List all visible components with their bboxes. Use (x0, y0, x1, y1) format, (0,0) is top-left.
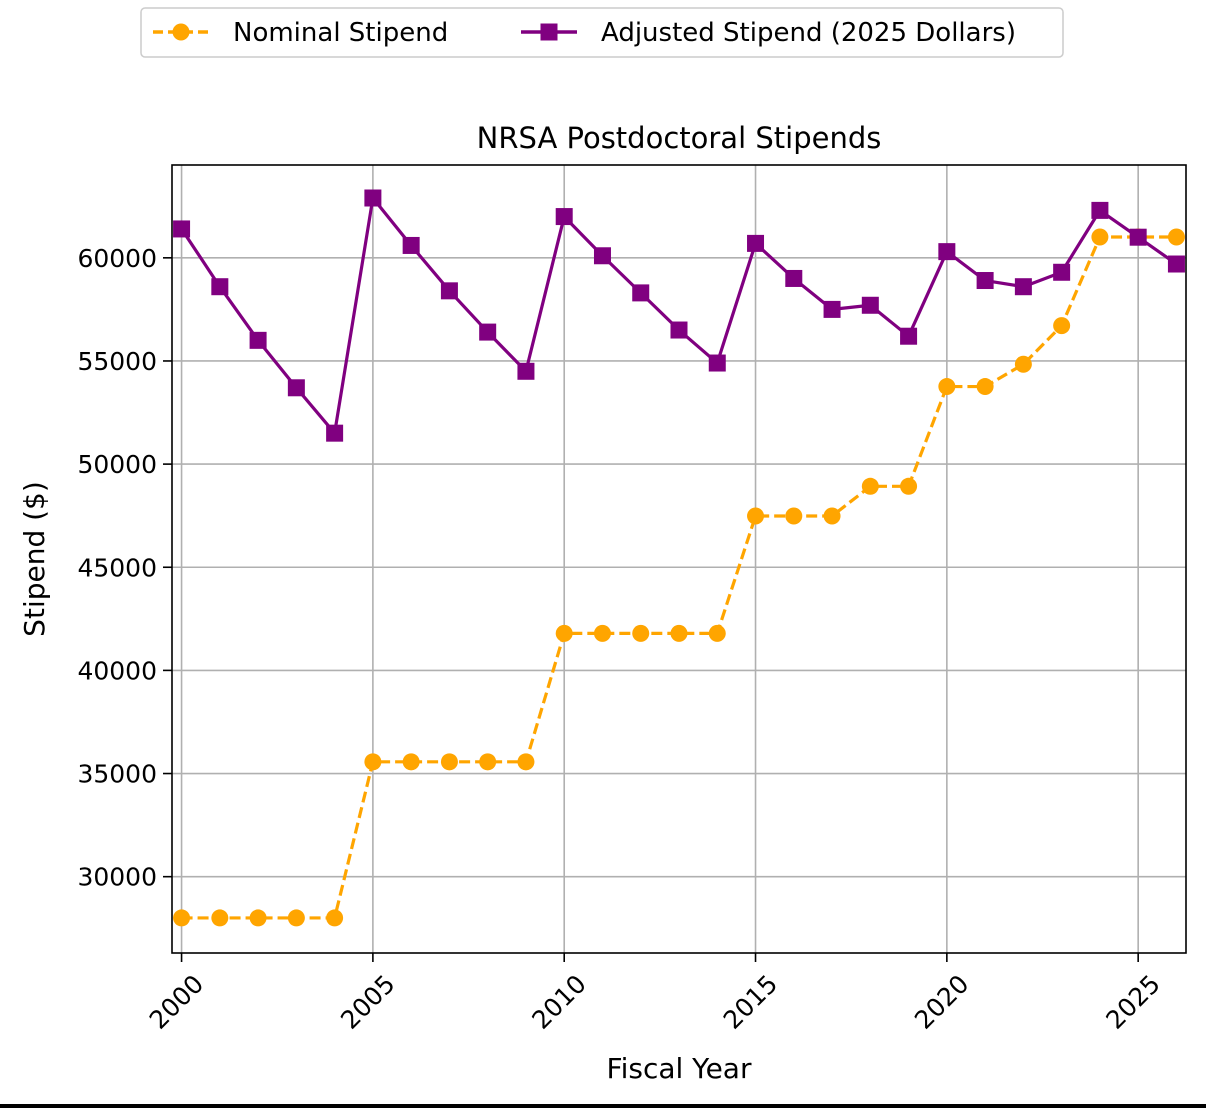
data-point-circle (976, 378, 994, 396)
legend: Nominal Stipend Adjusted Stipend (2025 D… (140, 7, 1064, 58)
series-nominal-stipend (173, 228, 1185, 927)
y-tick-label: 30000 (77, 863, 157, 892)
data-point-circle (861, 477, 879, 495)
data-point-circle (364, 753, 382, 771)
series-layer (173, 189, 1185, 927)
x-tick-label: 2010 (526, 969, 591, 1034)
data-point-square (211, 278, 229, 296)
bottom-border-line (0, 1104, 1206, 1108)
series-line (180, 196, 1178, 435)
data-point-square (364, 189, 382, 207)
data-point-circle (1167, 228, 1185, 246)
data-point-circle (1053, 317, 1071, 335)
data-point-square (287, 379, 305, 397)
data-point-square (479, 323, 497, 341)
data-point-circle (479, 753, 497, 771)
y-tick-label: 60000 (77, 244, 157, 273)
x-tick-label: 2005 (335, 969, 400, 1034)
x-tick-label: 2025 (1100, 969, 1165, 1034)
data-point-square (402, 236, 420, 254)
legend-adjusted-label: Adjusted Stipend (2025 Dollars) (601, 18, 1016, 48)
data-point-square (632, 284, 650, 302)
data-point-square (440, 282, 458, 300)
x-axis-label: Fiscal Year (607, 1052, 752, 1085)
data-point-circle (249, 909, 267, 927)
data-point-circle (747, 507, 765, 525)
data-point-circle (708, 624, 726, 642)
data-point-circle (402, 753, 420, 771)
x-tick-label: 2015 (718, 969, 783, 1034)
data-point-circle (1091, 228, 1109, 246)
y-tick-label: 50000 (77, 450, 157, 479)
y-axis-ticks: 30000 35000 40000 45000 50000 55000 60000 (77, 244, 172, 892)
plot-area (171, 164, 1187, 954)
data-point-square (593, 247, 611, 265)
data-point-square (708, 354, 726, 372)
legend-nominal-label: Nominal Stipend (233, 18, 448, 48)
data-point-circle (517, 753, 535, 771)
y-tick-label: 35000 (77, 760, 157, 789)
data-point-square (1129, 228, 1147, 246)
y-tick-label: 45000 (77, 553, 157, 582)
data-point-circle (785, 507, 803, 525)
data-point-circle (211, 909, 229, 927)
data-point-square (785, 269, 803, 287)
data-point-square (900, 327, 918, 345)
x-tick-label: 2020 (909, 969, 974, 1034)
data-point-circle (938, 378, 956, 396)
data-point-circle (632, 624, 650, 642)
data-point-circle (823, 507, 841, 525)
data-point-circle (593, 624, 611, 642)
data-point-square (747, 234, 765, 252)
grid (172, 165, 1186, 953)
data-point-circle (1014, 355, 1032, 373)
data-point-circle (326, 909, 344, 927)
data-point-circle (555, 624, 573, 642)
data-point-square (555, 208, 573, 226)
data-point-square (1091, 201, 1109, 219)
data-point-square (173, 220, 191, 238)
x-axis-ticks: 2000 2005 2010 2015 2020 2025 (144, 953, 1166, 1035)
series-adjusted-stipend (173, 189, 1185, 442)
data-point-square (1053, 263, 1071, 281)
data-point-circle (440, 753, 458, 771)
legend-adjusted-marker (540, 23, 558, 41)
data-point-circle (670, 624, 688, 642)
data-point-square (326, 424, 344, 442)
data-point-square (517, 362, 535, 380)
y-tick-label: 40000 (77, 656, 157, 685)
data-point-square (1167, 255, 1185, 273)
data-point-square (249, 331, 267, 349)
data-point-square (861, 296, 879, 314)
data-point-square (938, 243, 956, 261)
y-axis-label: Stipend ($) (18, 481, 51, 637)
data-point-square (1014, 278, 1032, 296)
data-point-circle (287, 909, 305, 927)
legend-nominal-marker (172, 23, 190, 41)
series-line (181, 235, 1177, 920)
data-point-square (823, 300, 841, 318)
data-point-square (670, 321, 688, 339)
chart-title: NRSA Postdoctoral Stipends (477, 121, 882, 155)
y-tick-label: 55000 (77, 347, 157, 376)
data-point-square (976, 272, 994, 290)
data-point-circle (900, 477, 918, 495)
data-point-circle (173, 909, 191, 927)
legend-frame (140, 7, 1064, 58)
x-tick-label: 2000 (144, 969, 209, 1034)
